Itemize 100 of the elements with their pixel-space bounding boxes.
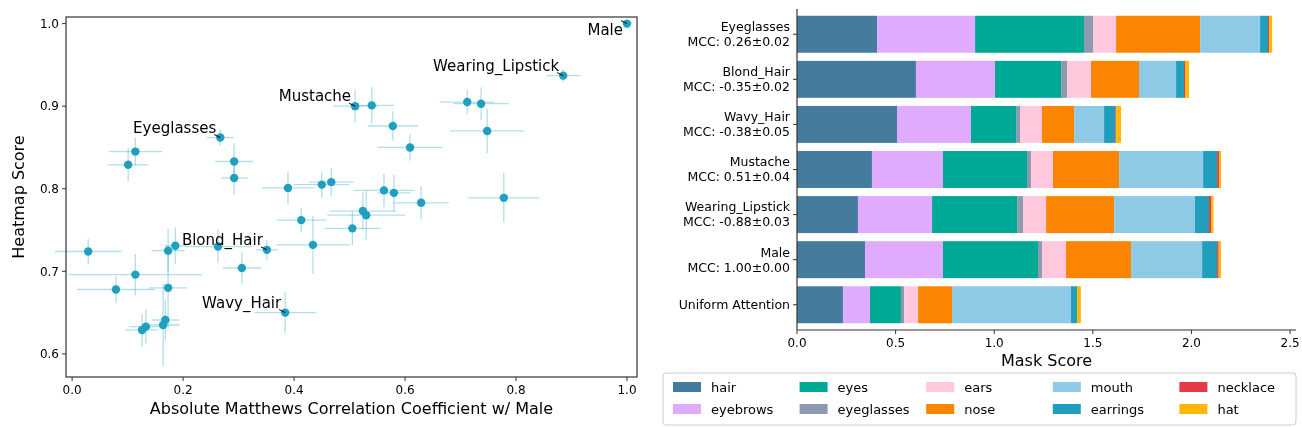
point <box>171 241 180 250</box>
bar <box>1116 105 1122 143</box>
point <box>367 101 376 110</box>
legend-label: earrings <box>1090 401 1145 417</box>
bar <box>1070 286 1078 324</box>
point <box>622 19 632 28</box>
legend-label: nose <box>964 401 996 417</box>
point <box>283 183 293 193</box>
y-tick-label: Eyeglasses MCC: 0.26±0.02 <box>687 19 790 50</box>
bar <box>970 105 1017 143</box>
y-tick-label: Wavy_Hair MCC: -0.38±0.05 <box>682 109 791 140</box>
x-tick-label: 0.8 <box>506 383 526 397</box>
point <box>216 133 225 142</box>
bar <box>1083 15 1094 53</box>
bar <box>1139 60 1177 98</box>
bar <box>1038 241 1042 279</box>
bar <box>1026 151 1032 188</box>
point <box>163 246 173 255</box>
point <box>348 224 357 233</box>
point <box>163 283 173 293</box>
bar <box>1016 105 1021 143</box>
bar <box>1031 151 1054 188</box>
bar <box>797 151 872 188</box>
bar <box>1067 60 1092 98</box>
annotation: Blond_Hair <box>181 231 264 251</box>
bar <box>1114 196 1196 234</box>
bar <box>918 286 953 324</box>
bar <box>1091 60 1139 98</box>
annotation: Wearing_Lipstick <box>433 56 560 76</box>
point <box>379 186 389 195</box>
x-axis-title: Mask Score <box>1000 351 1093 370</box>
bar <box>797 286 843 324</box>
bar <box>797 60 916 98</box>
x-tick-label: 2.5 <box>1280 336 1300 350</box>
point <box>405 143 415 152</box>
bar <box>942 241 1039 279</box>
legend-label: eyes <box>837 379 869 395</box>
bar <box>932 196 1018 234</box>
bar <box>1046 196 1115 234</box>
point <box>123 160 133 169</box>
point <box>158 320 168 330</box>
x-tick-label: 0.2 <box>173 383 193 397</box>
point <box>499 193 509 203</box>
bar <box>871 151 943 188</box>
y-tick-label: 0.9 <box>39 99 59 114</box>
annotation: Wavy_Hair <box>202 293 283 313</box>
point <box>229 157 239 166</box>
y-tick-label: Mustache MCC: 0.51±0.04 <box>687 154 791 185</box>
bar <box>1260 15 1268 53</box>
y-tick-label: 1.0 <box>39 16 59 31</box>
legend-label: mouth <box>1090 379 1133 395</box>
bar <box>1077 286 1081 324</box>
bar <box>1104 105 1116 143</box>
point <box>131 147 140 156</box>
point <box>389 188 399 198</box>
bar <box>1041 105 1075 143</box>
bar <box>900 286 905 324</box>
point <box>84 247 93 256</box>
point <box>463 97 472 107</box>
x-tick-label: 1.5 <box>1083 336 1103 350</box>
point <box>137 325 147 335</box>
bar <box>865 241 943 279</box>
legend-label: hat <box>1217 401 1239 417</box>
annotation: Mustache <box>278 87 352 106</box>
point <box>229 173 239 183</box>
x-tick-label: 0.6 <box>395 383 415 397</box>
y-tick-label: 0.6 <box>39 347 59 362</box>
x-tick-label: 0.4 <box>284 383 304 397</box>
bar <box>1017 196 1024 234</box>
bar <box>1023 196 1047 234</box>
bar <box>842 286 870 324</box>
point <box>131 270 140 279</box>
bar <box>1093 15 1117 53</box>
bar <box>1203 151 1218 188</box>
bar <box>797 15 878 53</box>
x-tick-label: 0.0 <box>62 383 82 397</box>
x-tick-label: 1.0 <box>617 383 637 397</box>
bar <box>1195 196 1210 234</box>
y-tick-label: 0.8 <box>39 181 59 196</box>
bar <box>857 196 933 234</box>
bar <box>797 241 866 279</box>
bar <box>1061 60 1068 98</box>
bar <box>1202 241 1218 279</box>
y-tick-label: 0.7 <box>39 264 59 279</box>
y-tick-label: Blond_Hair MCC: -0.35±0.02 <box>682 64 791 95</box>
point <box>317 180 327 189</box>
bar <box>897 105 971 143</box>
bar <box>797 105 897 143</box>
bar <box>1066 241 1132 279</box>
legend-label: necklace <box>1217 379 1276 395</box>
x-tick-label: 0.0 <box>787 336 807 350</box>
bar <box>1116 15 1201 53</box>
legend-label: eyeglasses <box>837 401 910 417</box>
bar <box>995 60 1062 98</box>
annotation: Male <box>587 21 624 40</box>
y-tick-label: Male MCC: 1.00±0.00 <box>687 244 791 275</box>
point <box>476 99 486 108</box>
point <box>280 308 290 317</box>
x-tick-label: 0.5 <box>886 336 906 350</box>
y-tick-label: Uniform Attention <box>678 297 790 313</box>
